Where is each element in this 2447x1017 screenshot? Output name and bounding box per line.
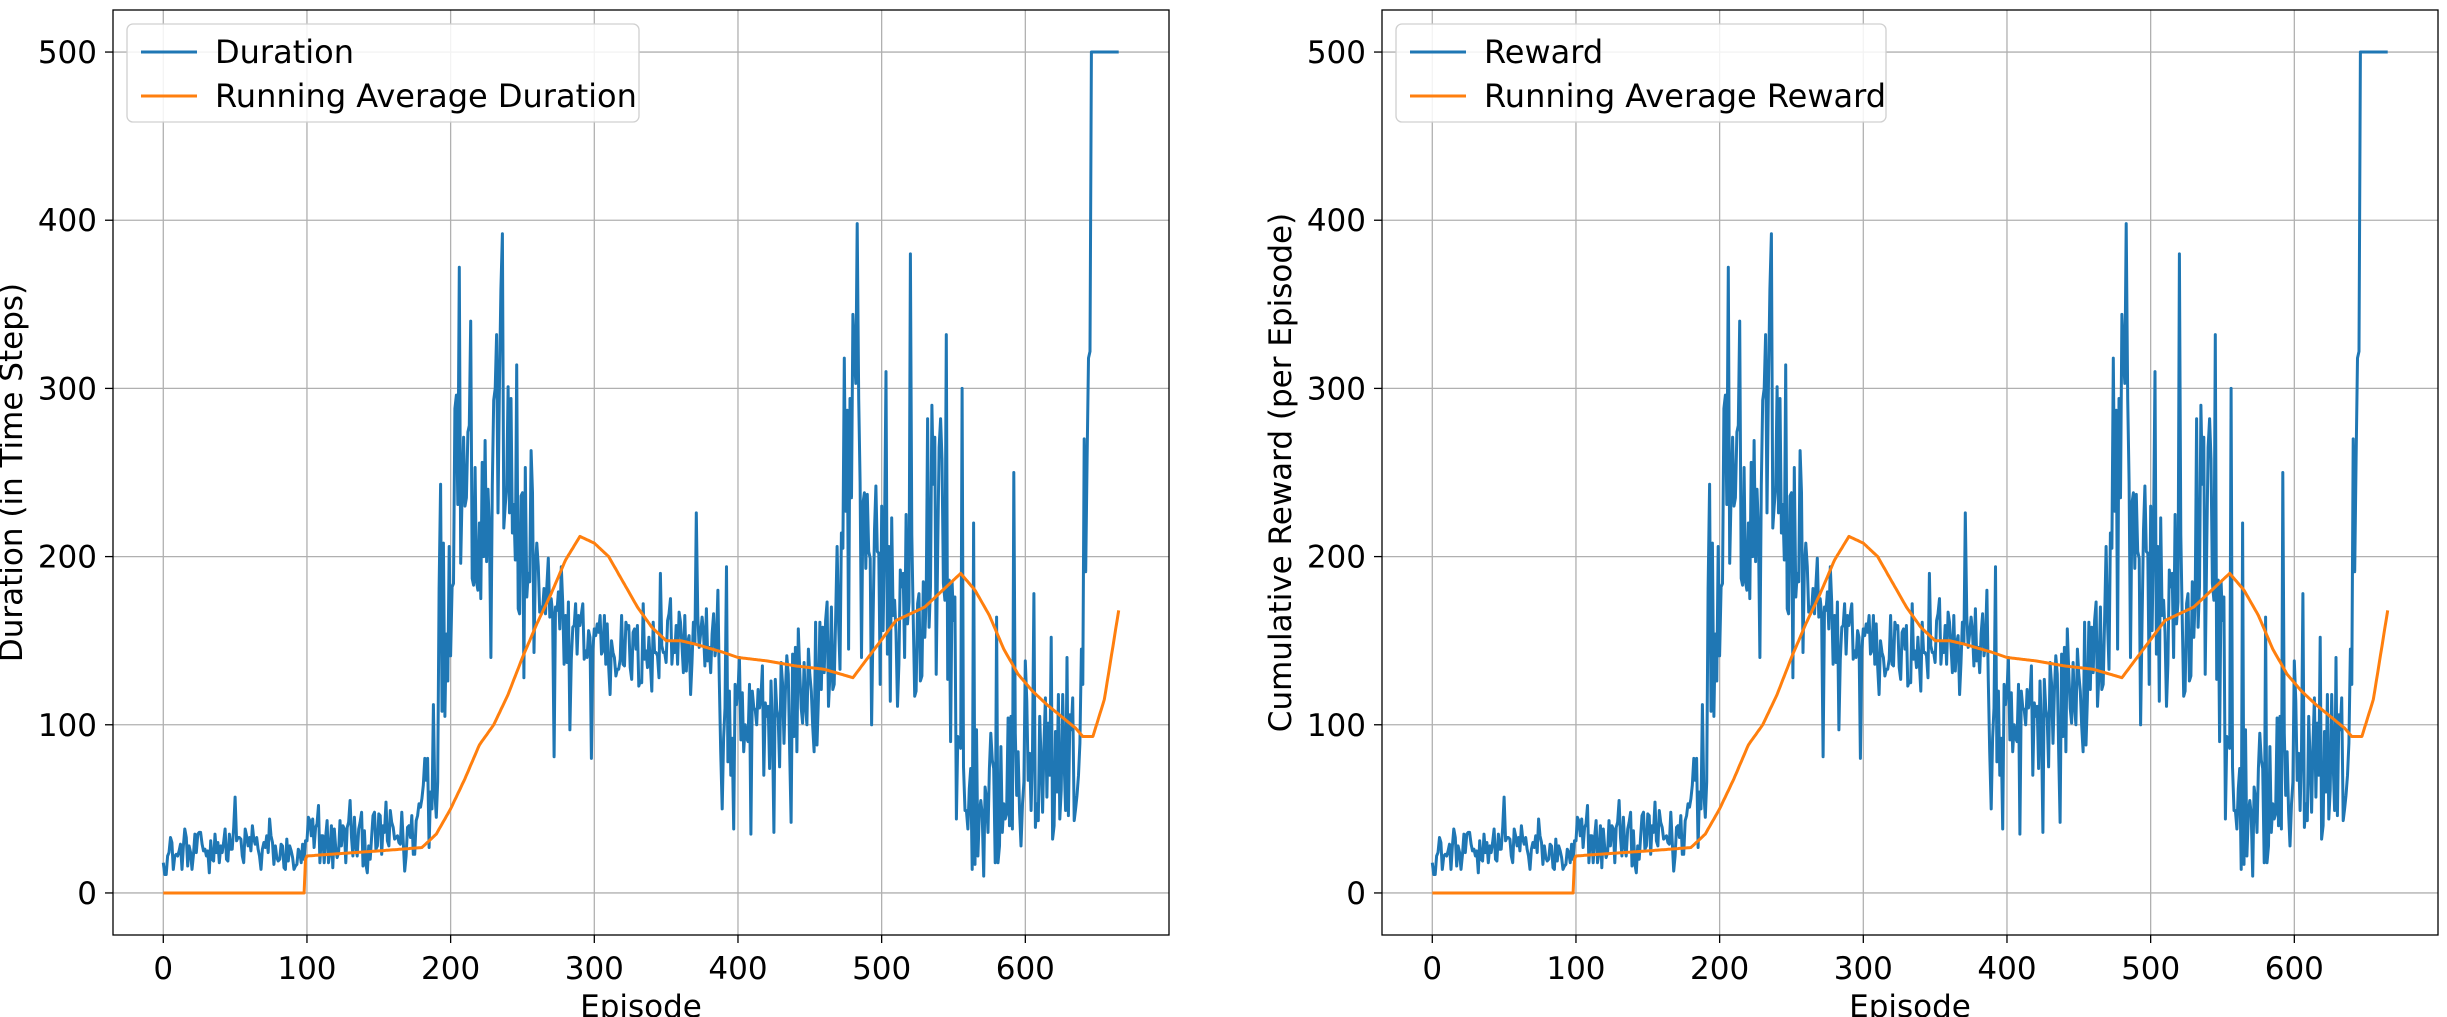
- x-tick-label: 0: [153, 951, 173, 987]
- x-axis-label: Episode: [1849, 989, 1971, 1017]
- legend: Duration Running Average Duration: [126, 23, 640, 123]
- x-tick-label: 500: [2121, 951, 2180, 987]
- y-tick-label: 500: [1307, 35, 1366, 71]
- legend: Reward Running Average Reward: [1395, 23, 1887, 123]
- x-axis-label: Episode: [580, 989, 702, 1017]
- x-tick-label: 300: [565, 951, 624, 987]
- y-tick-label: 100: [1307, 708, 1366, 744]
- legend-entry-label: Reward: [1484, 33, 1603, 71]
- series-line-raw: [1430, 50, 2388, 878]
- y-tick-label: 300: [1307, 371, 1366, 407]
- x-tick-label: 200: [1690, 951, 1749, 987]
- chart-panel-1: 0 100 200 300 400 500 600 0 100 200 300 400 500 Episo…: [0, 9, 1170, 1017]
- legend-frame: [1395, 23, 1887, 123]
- legend-entry-label: Running Average Reward: [1484, 77, 1886, 115]
- legend-frame: [126, 23, 640, 123]
- y-tick-label: 100: [38, 708, 97, 744]
- legend-entry-label: Running Average Duration: [215, 77, 637, 115]
- x-tick-label: 600: [2265, 951, 2324, 987]
- series-line-running-average: [163, 534, 1121, 895]
- x-tick-label: 400: [1977, 951, 2036, 987]
- chart-panel-2: 0 100 200 300 400 500 600 0 100 200 300 400 500 Episo…: [1263, 9, 2439, 1017]
- y-tick-label: 400: [38, 203, 97, 239]
- axes-frame: [112, 9, 1170, 936]
- y-axis-label: Cumulative Reward (per Episode): [1263, 213, 1299, 732]
- x-tick-label: 200: [421, 951, 480, 987]
- x-tick-label: 0: [1422, 951, 1442, 987]
- y-tick-label: 0: [1346, 876, 1366, 912]
- y-tick-label: 500: [38, 35, 97, 71]
- x-tick-label: 100: [277, 951, 336, 987]
- legend-entry-label: Duration: [215, 33, 354, 71]
- axes-frame: [1381, 9, 2439, 936]
- y-axis-label: Duration (in Time Steps): [0, 283, 30, 662]
- x-tick-label: 100: [1546, 951, 1605, 987]
- series-line-running-average: [1432, 534, 2390, 895]
- x-tick-label: 600: [996, 951, 1055, 987]
- y-tick-label: 400: [1307, 203, 1366, 239]
- y-tick-label: 0: [77, 876, 97, 912]
- x-tick-label: 500: [852, 951, 911, 987]
- x-tick-label: 300: [1834, 951, 1893, 987]
- y-tick-label: 200: [38, 540, 97, 576]
- series-line-raw: [161, 50, 1119, 878]
- y-tick-label: 300: [38, 371, 97, 407]
- x-tick-label: 400: [708, 951, 767, 987]
- y-tick-label: 200: [1307, 540, 1366, 576]
